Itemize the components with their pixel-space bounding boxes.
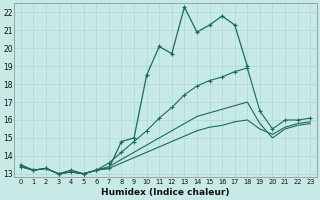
X-axis label: Humidex (Indice chaleur): Humidex (Indice chaleur) (101, 188, 230, 197)
